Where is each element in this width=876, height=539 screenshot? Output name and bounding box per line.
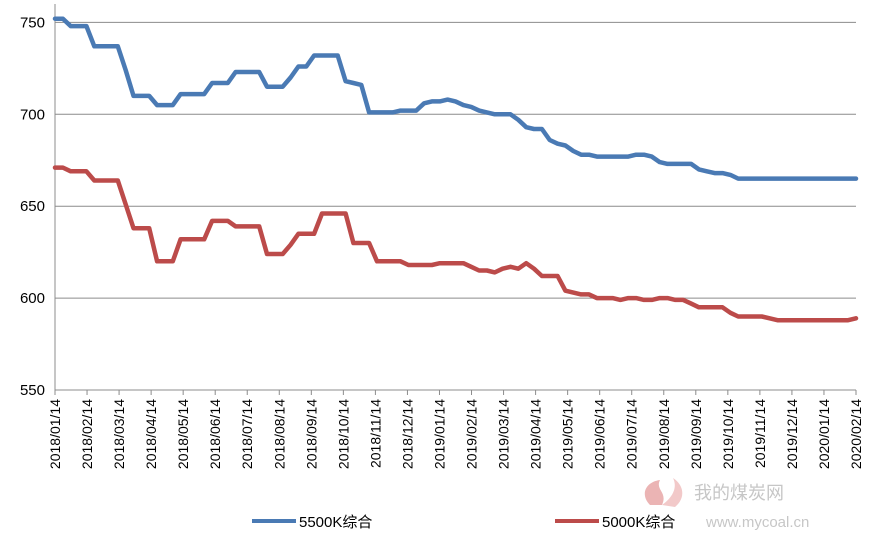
y-tick-label-550: 550 — [20, 382, 45, 399]
x-tick-label: 2019/02/14 — [464, 399, 480, 469]
legend-label-5500k: 5500K综合 — [299, 514, 372, 531]
legend-item-5500k: 5500K综合 — [252, 514, 372, 531]
watermark: 我的煤炭网 www.mycoal.cn — [644, 478, 809, 531]
x-tick-label: 2018/09/14 — [303, 399, 319, 469]
x-tick-label: 2019/03/14 — [496, 399, 512, 469]
x-tick-label: 2018/08/14 — [271, 399, 287, 469]
x-tick-label: 2018/10/14 — [335, 399, 351, 469]
x-tick-label: 2019/05/14 — [560, 399, 576, 469]
legend-item-5000k: 5000K综合 — [555, 514, 675, 531]
x-tick-label: 2019/12/14 — [784, 399, 800, 469]
x-tick-label: 2019/11/14 — [752, 399, 768, 468]
x-tick-label: 2018/02/14 — [79, 399, 95, 469]
x-tick-label: 2020/02/14 — [848, 399, 864, 469]
watermark-site-name: 我的煤炭网 — [694, 483, 784, 503]
y-tick-label-600: 600 — [20, 290, 45, 307]
x-tick-label: 2018/05/14 — [175, 399, 191, 469]
x-tick-label: 2019/04/14 — [528, 399, 544, 469]
x-tick-label: 2019/08/14 — [656, 399, 672, 469]
grid-lines — [55, 21, 856, 299]
y-tick-label-750: 750 — [20, 14, 45, 31]
x-tick-label: 2018/11/14 — [367, 399, 383, 468]
y-tick-label-650: 650 — [20, 198, 45, 215]
x-tick-label: 2019/06/14 — [592, 399, 608, 469]
y-tick-label-700: 700 — [20, 106, 45, 123]
x-tick-label: 2018/01/14 — [47, 399, 63, 469]
x-tick-label: 2018/04/14 — [143, 399, 159, 469]
y-axis: 550 600 650 700 750 — [20, 14, 45, 399]
x-tick-label: 2018/06/14 — [207, 399, 223, 469]
series-line-5500k — [52, 16, 859, 181]
x-tick-label: 2018/12/14 — [399, 399, 415, 469]
legend-label-5000k: 5000K综合 — [602, 514, 675, 531]
x-tick-label: 2018/07/14 — [239, 399, 255, 469]
legend: 5500K综合 5000K综合 — [252, 514, 675, 531]
coal-logo-icon — [644, 478, 683, 507]
x-tick-label: 2019/09/14 — [688, 399, 704, 469]
series-line-5000k — [52, 165, 859, 323]
x-tick-label: 2019/01/14 — [431, 399, 447, 469]
x-tick-label: 2019/07/14 — [624, 399, 640, 469]
x-axis: 2018/01/14 2018/02/14 2018/03/14 2018/04/14… — [47, 4, 864, 469]
x-tick-label: 2020/01/14 — [816, 399, 832, 469]
x-tick-label: 2019/10/14 — [720, 399, 736, 469]
series-lines — [52, 16, 859, 323]
x-tick-label: 2018/03/14 — [111, 399, 127, 469]
watermark-url: www.mycoal.cn — [705, 514, 809, 531]
